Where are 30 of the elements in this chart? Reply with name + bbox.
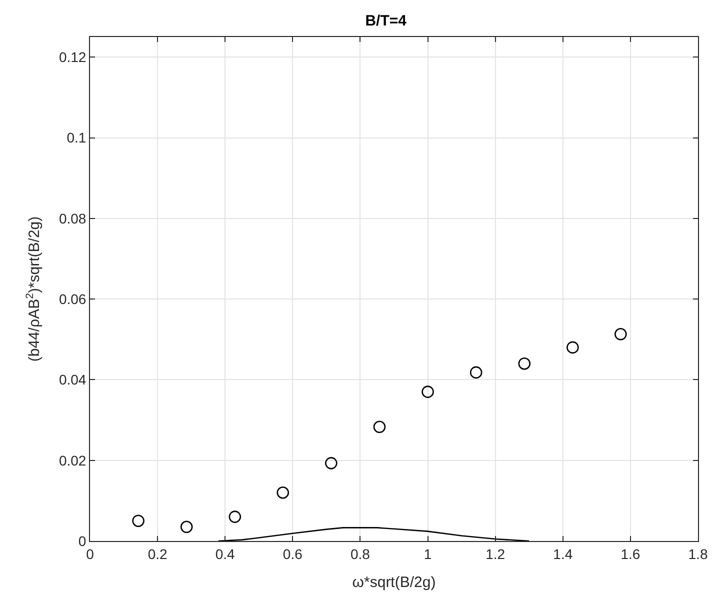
point xyxy=(614,328,627,340)
point xyxy=(373,420,386,434)
point xyxy=(325,457,338,470)
y-tick-label: 0.04 xyxy=(58,372,86,388)
x-tick-label: 1.6 xyxy=(620,546,640,562)
point xyxy=(566,341,579,354)
y-tick-label: 0.02 xyxy=(58,452,86,468)
point xyxy=(132,514,144,527)
x-tick-label: 1 xyxy=(424,546,432,562)
point xyxy=(470,366,482,379)
point xyxy=(276,486,290,499)
x-tick-label: 1.4 xyxy=(553,546,573,562)
line-series xyxy=(218,527,530,541)
y-tick-label: 0.08 xyxy=(58,210,86,226)
x-tick-label: 1.8 xyxy=(688,546,708,562)
y-tick-label: 0.06 xyxy=(58,290,86,307)
y-tick-label: 0.12 xyxy=(58,49,86,66)
x-tick-label: 0.6 xyxy=(282,546,303,562)
x-tick-label: 0.2 xyxy=(148,546,168,562)
point xyxy=(180,520,193,534)
x-tick-label: 0.8 xyxy=(350,546,370,562)
x-axis-title: ω*sqrt(B/2g) xyxy=(352,574,436,591)
y-tick-label: 0.1 xyxy=(66,130,86,146)
x-tick-label: 1.2 xyxy=(486,546,506,562)
y-tick-label: 0 xyxy=(78,532,86,549)
point xyxy=(228,510,242,523)
x-tick-label: 0.4 xyxy=(215,546,236,562)
point xyxy=(422,386,434,398)
chart-title: B/T=4 xyxy=(365,12,408,30)
point xyxy=(518,357,531,370)
